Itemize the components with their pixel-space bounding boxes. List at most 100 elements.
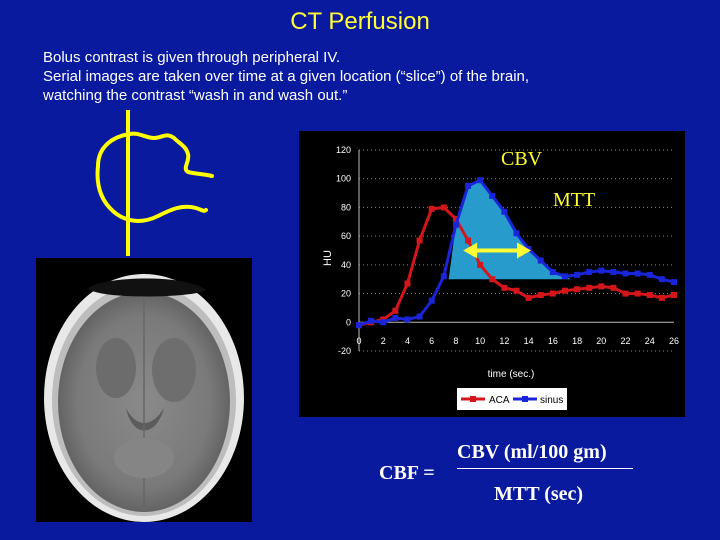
cbv-annotation: CBV [501, 148, 543, 170]
data-point-aca [501, 284, 508, 291]
data-point-aca [404, 280, 411, 287]
data-point-sinus [501, 208, 508, 215]
formula-lhs: CBF = [379, 462, 435, 484]
data-point-sinus [622, 270, 629, 277]
data-point-sinus [416, 313, 423, 320]
data-point-aca [440, 204, 447, 211]
intro-line: watching the contrast “wash in and wash … [43, 87, 348, 104]
x-tick-label: 20 [596, 336, 606, 346]
data-point-aca [416, 237, 423, 244]
y-tick-label: 20 [341, 289, 351, 299]
data-point-aca [477, 261, 484, 268]
x-tick-label: 18 [572, 336, 582, 346]
x-tick-label: 2 [381, 336, 386, 346]
y-tick-label: 80 [341, 202, 351, 212]
intro-line: Serial images are taken over time at a g… [43, 68, 530, 85]
data-point-aca [658, 294, 665, 301]
mtt-annotation: MTT [553, 189, 595, 211]
x-tick-label: 4 [405, 336, 410, 346]
data-point-sinus [537, 257, 544, 264]
formula-denominator: MTT (sec) [494, 483, 584, 505]
data-point-sinus [586, 269, 593, 276]
data-point-aca [561, 287, 568, 294]
legend-label-sinus: sinus [540, 395, 563, 406]
y-tick-label: -20 [338, 346, 351, 356]
legend-marker-aca [470, 396, 476, 402]
x-tick-label: 16 [548, 336, 558, 346]
data-point-aca [525, 294, 532, 301]
x-tick-label: 22 [621, 336, 631, 346]
data-point-aca [489, 276, 496, 283]
arrow-head-left [463, 242, 478, 259]
y-tick-label: 120 [336, 145, 351, 155]
data-point-sinus [392, 314, 399, 321]
data-point-sinus [477, 177, 484, 184]
intro-line: Bolus contrast is given through peripher… [43, 49, 341, 66]
data-point-aca [465, 237, 472, 244]
data-point-aca [428, 205, 435, 212]
data-point-aca [622, 290, 629, 297]
cbv-shaded-area-group [448, 180, 572, 280]
y-tick-label: 40 [341, 260, 351, 270]
x-tick-label: 8 [453, 336, 458, 346]
data-point-aca [537, 292, 544, 299]
data-point-sinus [598, 267, 605, 274]
y-tick-label: 100 [336, 174, 351, 184]
ct-brain-slice-image [36, 258, 252, 522]
x-axis-label: time (sec.) [488, 369, 535, 380]
data-point-sinus [465, 182, 472, 189]
data-point-sinus [452, 221, 459, 228]
data-point-sinus [634, 270, 641, 277]
data-point-aca [513, 287, 520, 294]
data-point-aca [452, 215, 459, 222]
y-tick-label: 60 [341, 231, 351, 241]
data-point-aca [646, 292, 653, 299]
chart-legend [457, 388, 567, 410]
data-point-sinus [525, 246, 532, 253]
data-point-aca [610, 284, 617, 291]
data-point-aca [392, 307, 399, 314]
formula-numerator: CBV (ml/100 gm) [457, 441, 607, 463]
formula-fraction-bar [457, 468, 633, 469]
y-tick-labels: -20 0 20 40 60 80 100 120 [336, 145, 351, 356]
data-point-aca [671, 292, 677, 299]
data-point-sinus [428, 297, 435, 304]
data-point-aca [549, 290, 556, 297]
x-tick-label: 6 [429, 336, 434, 346]
data-point-sinus [574, 271, 581, 278]
arrow-head-right [517, 242, 532, 259]
data-point-sinus [646, 271, 653, 278]
data-point-sinus [356, 322, 362, 329]
data-point-sinus [513, 230, 520, 237]
legend-marker-sinus [522, 396, 528, 402]
y-tick-label: 0 [346, 317, 351, 327]
data-point-sinus [671, 279, 677, 286]
y-axis-label: HU [322, 250, 334, 266]
data-point-sinus [561, 273, 568, 280]
data-point-sinus [610, 269, 617, 276]
x-tick-label: 10 [475, 336, 485, 346]
data-point-sinus [368, 317, 375, 324]
head-sketch-with-slice-line [95, 110, 214, 256]
perfusion-time-curve-chart: 0 2 4 6 8 10 12 14 16 18 20 22 24 26 -200204060801001… [299, 131, 685, 417]
data-point-sinus [658, 276, 665, 283]
slide-title: CT Perfusion [290, 8, 430, 35]
x-tick-label: 14 [524, 336, 534, 346]
data-point-sinus [549, 269, 556, 276]
x-tick-label: 12 [499, 336, 509, 346]
data-point-sinus [380, 319, 387, 326]
mtt-double-arrow [463, 242, 532, 259]
x-tick-label: 24 [645, 336, 655, 346]
x-tick-label: 26 [669, 336, 679, 346]
x-tick-label: 0 [356, 336, 361, 346]
x-tick-labels: 0 2 4 6 8 10 12 14 16 18 20 22 24 26 [356, 336, 679, 346]
legend-label-aca: ACA [489, 395, 510, 406]
data-point-aca [574, 286, 581, 293]
data-point-aca [586, 284, 593, 291]
data-point-aca [598, 283, 605, 290]
cbv-shaded-area [448, 180, 572, 280]
data-point-sinus [489, 192, 496, 199]
data-point-sinus [404, 316, 411, 323]
chart-series-group [356, 177, 677, 329]
intro-text: Bolus contrast is given through peripher… [43, 48, 703, 105]
